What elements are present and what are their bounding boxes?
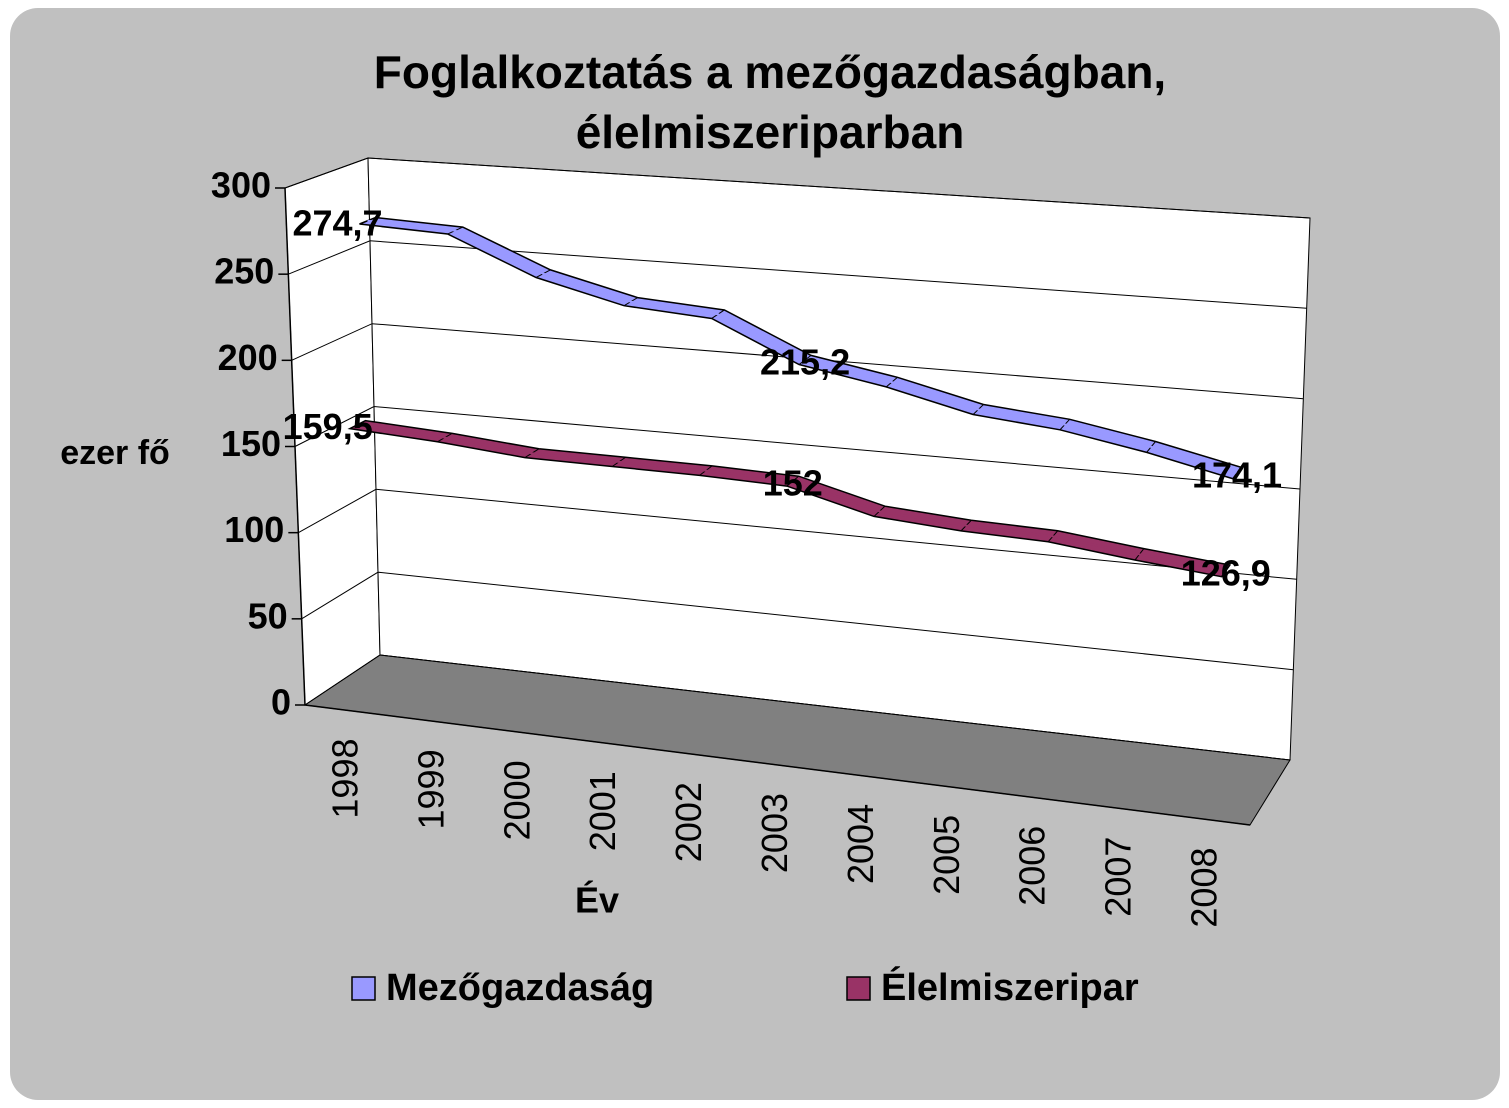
data-label: 274,7: [292, 202, 382, 243]
x-tick-label: 2007: [1098, 837, 1139, 917]
series-line: [367, 219, 1238, 474]
x-axis: [304, 704, 1251, 826]
grid-line: [304, 654, 1291, 761]
series-line: [357, 423, 1226, 572]
y-tick-label: 200: [218, 337, 278, 378]
legend-swatch: [846, 976, 871, 1001]
data-label: 215,2: [760, 341, 850, 382]
x-axis-label: Év: [575, 880, 619, 921]
data-label: 152: [763, 463, 823, 504]
y-axis-label: ezer fő: [60, 434, 170, 472]
y-tick-label: 0: [271, 682, 291, 723]
grid-line: [284, 157, 1311, 219]
x-tick-label: 1999: [410, 749, 451, 829]
x-tick-label: 2002: [668, 782, 709, 862]
legend-label: Mezőgazdaság: [386, 967, 654, 1009]
x-tick-label: 2003: [754, 793, 795, 873]
data-label: 174,1: [1192, 455, 1282, 496]
y-tick-label: 150: [221, 423, 281, 464]
x-tick-label: 2006: [1012, 826, 1053, 906]
grid-line: [294, 405, 1301, 490]
series-ribbon: [347, 419, 1232, 578]
y-tick-label: 250: [214, 251, 274, 292]
y-tick-label: 300: [211, 165, 271, 206]
x-tick-label: 2005: [926, 815, 967, 895]
data-label: 159,5: [283, 406, 373, 447]
x-tick-label: 2004: [840, 804, 881, 884]
grid-line: [288, 240, 1307, 309]
x-tick-label: 1998: [325, 739, 366, 819]
x-tick-label: 2001: [582, 771, 623, 851]
data-label: 126,9: [1181, 552, 1271, 593]
x-tick-label: 2000: [496, 760, 537, 840]
y-tick-label: 50: [248, 595, 288, 636]
chart-title: Foglalkoztatás a mezőgazdaságban, élelmi…: [373, 46, 1167, 158]
x-tick-label: 2008: [1184, 848, 1225, 928]
grid-line: [291, 323, 1304, 400]
grid-line: [298, 488, 1297, 580]
series-ribbon: [359, 216, 1243, 480]
grid-line: [301, 571, 1294, 671]
y-tick-label: 100: [224, 509, 284, 550]
legend-swatch: [351, 976, 376, 1001]
legend-label: Élelmiszeripar: [881, 965, 1139, 1009]
